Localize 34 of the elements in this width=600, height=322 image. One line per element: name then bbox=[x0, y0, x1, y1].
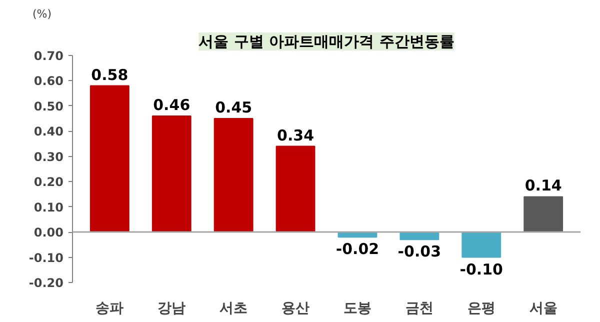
x-tick-label: 강남 bbox=[158, 300, 186, 316]
y-tick-label: 0.70 bbox=[34, 49, 64, 63]
bar bbox=[276, 146, 316, 233]
y-tick-label: 0.50 bbox=[34, 99, 64, 114]
y-tick-label: 0.20 bbox=[34, 175, 64, 190]
x-tick-label: 송파 bbox=[96, 300, 124, 316]
bar bbox=[214, 118, 254, 233]
data-label: -0.02 bbox=[336, 240, 380, 258]
x-tick-label: 도봉 bbox=[343, 300, 372, 316]
data-label: 0.46 bbox=[153, 96, 190, 114]
y-tick-label: 0.00 bbox=[34, 226, 64, 240]
data-label: 0.14 bbox=[524, 176, 562, 195]
x-tick-label: 서초 bbox=[220, 300, 248, 316]
x-tick-label: 금천 bbox=[405, 300, 434, 316]
x-tick-label: 용산 bbox=[282, 300, 310, 316]
x-tick-label: 은평 bbox=[467, 300, 496, 316]
bar bbox=[90, 85, 130, 233]
y-axis-title: (%) bbox=[32, 8, 52, 20]
data-label: -0.10 bbox=[460, 260, 504, 278]
y-tick-label: -0.10 bbox=[28, 250, 64, 265]
data-label: 0.45 bbox=[215, 98, 252, 117]
bar bbox=[524, 196, 564, 233]
y-tick-label: 0.30 bbox=[34, 150, 64, 164]
data-label: 0.58 bbox=[91, 66, 128, 84]
data-label: 0.34 bbox=[277, 126, 314, 144]
data-label: -0.03 bbox=[398, 242, 442, 261]
chart-title: 서울 구별 아파트매매가격 주간변동률 bbox=[198, 32, 454, 50]
bar bbox=[462, 232, 502, 258]
x-tick-label: 서울 bbox=[529, 300, 558, 316]
y-tick-label: -0.20 bbox=[28, 276, 64, 290]
bar bbox=[152, 116, 192, 233]
y-tick-label: 0.40 bbox=[34, 124, 64, 139]
y-tick-label: 0.10 bbox=[34, 200, 64, 214]
y-tick-label: 0.60 bbox=[34, 74, 64, 88]
